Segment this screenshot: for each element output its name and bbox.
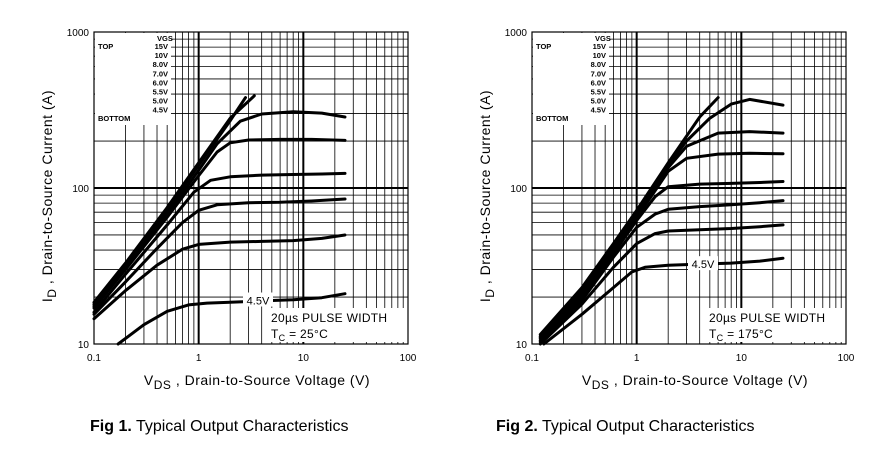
series-line-vgs-4-5v [542,256,785,346]
x-axis-label: VDS , Drain-to-Source Voltage (V) [582,372,808,392]
series-line-vgs-15v [92,94,256,304]
legend-bottom-label: BOTTOM [536,114,568,123]
x-tick-label: 1 [196,353,202,364]
legend-entry: 7.0V [591,69,606,78]
series-line-vgs-7-0v [538,151,785,341]
legend-entry: 4.5V [591,106,606,115]
y-tick-label: 100 [72,184,89,195]
legend-entry: 8.0V [591,60,606,69]
y-tick-label: 10 [78,340,90,351]
y-tick-label: 100 [510,184,527,195]
series-group [538,96,785,346]
x-tick-label: 100 [400,353,417,364]
figure-caption: Fig 1. Typical Output Characteristics [90,418,348,436]
legend-title: VGS [595,34,611,43]
legend-entry: 6.0V [153,78,168,87]
legend-bg [95,33,171,125]
output-characteristics-chart-175c: 0.1 1 10 100 10 100 1000 VDS , Drain-to-Source … [477,28,855,392]
curve-label-4-5v: 4.5V [692,259,715,271]
x-tick-label: 10 [736,353,748,364]
legend-entry: 5.5V [153,88,168,97]
legend-top-label: TOP [98,42,113,51]
series-group [92,94,347,346]
plot-frame [531,31,847,345]
series-line-vgs-6-0v [92,171,347,314]
x-axis-label: VDS , Drain-to-Source Voltage (V) [144,372,370,392]
legend-bottom-label: BOTTOM [98,114,130,123]
figure-number: Fig 1. [90,418,132,435]
legend-entry: 4.5V [153,106,168,115]
curve-label-bg [688,256,718,271]
figure-caption: Fig 2. Typical Output Characteristics [496,418,754,436]
y-tick-label: 10 [516,340,528,351]
legend-entry: 15V [593,42,606,51]
x-tick-label: 0.1 [87,353,101,364]
series-line-vgs-5-0v [92,233,347,321]
curve-label-bg [243,292,273,307]
series-line-vgs-5-5v [92,197,347,316]
x-tick-label: 1 [634,353,640,364]
series-line-vgs-6-0v [538,180,785,343]
note-temperature: TC = 25°C [271,327,328,343]
note-pulse-width: 20µs PULSE WIDTH [271,311,387,325]
y-axis-label: ID , Drain-to-Source Current (A) [477,90,497,302]
figure-number: Fig 2. [496,418,538,435]
series-line-vgs-15v [538,96,720,336]
chart-panel-1: 0.1 1 10 100 10 100 1000 VDS , Drain-to-Source … [39,28,417,436]
curve-label-4-5v: 4.5V [247,296,270,308]
note-pulse-width: 20µs PULSE WIDTH [709,311,825,325]
legend-entry: 6.0V [591,78,606,87]
legend-entry: 10V [593,51,606,60]
x-tick-label: 10 [298,353,310,364]
legend-entry: 7.0V [153,69,168,78]
legend-entry: 15V [155,42,168,51]
figure-title: Typical Output Characteristics [541,418,755,435]
legend-entry: 5.0V [153,97,168,106]
legend-entry: 5.5V [591,88,606,97]
series-line-vgs-7-0v [92,137,347,310]
note-bg [270,308,406,342]
y-tick-label: 1000 [505,28,528,39]
chart-panel-2: 0.1 1 10 100 10 100 1000 VDS , Drain-to-Source … [438,0,876,475]
series-line-vgs-8-0v [92,110,347,308]
series-line-vgs-5-0v [538,223,785,346]
legend-title: VGS [157,34,173,43]
note-bg [708,308,844,342]
series-line-vgs-4-5v [116,292,347,346]
legend-entry: 5.0V [591,97,606,106]
note-temperature: TC = 175°C [709,327,773,343]
y-axis-label: ID , Drain-to-Source Current (A) [39,90,59,302]
x-tick-label: 100 [838,353,855,364]
legend-top-label: TOP [536,42,551,51]
plot-frame [93,31,409,345]
legend-entry: 8.0V [153,60,168,69]
legend-bg [533,33,609,125]
x-tick-label: 0.1 [525,353,539,364]
y-tick-label: 1000 [67,28,90,39]
output-characteristics-chart-25c: 0.1 1 10 100 10 100 1000 VDS , Drain-to-Source … [39,28,417,392]
series-line-vgs-5-5v [538,199,785,344]
figure-title: Typical Output Characteristics [135,418,349,435]
legend-entry: 10V [155,51,168,60]
